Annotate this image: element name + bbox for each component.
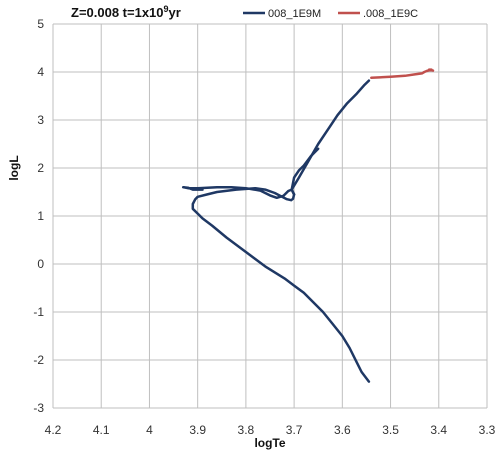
- y-axis-title: logL: [7, 155, 21, 180]
- x-tick-label: 3.7: [286, 423, 303, 437]
- y-tick-label: -1: [33, 305, 44, 319]
- legend-label: .008_1E9C: [363, 8, 418, 20]
- x-axis-title: logTe: [254, 436, 285, 450]
- series-line: [290, 147, 320, 196]
- y-tick-label: 0: [37, 257, 44, 271]
- x-tick-label: 3.8: [238, 423, 255, 437]
- chart-title-main: Z=0.008 t=1x10: [71, 5, 164, 20]
- x-tick-label: 4.1: [93, 423, 110, 437]
- chart-title-suffix: yr: [169, 5, 181, 20]
- x-tick-label: 3.6: [334, 423, 351, 437]
- y-tick-label: 1: [37, 209, 44, 223]
- y-tick-label: 4: [37, 65, 44, 79]
- x-tick-label: 4: [146, 423, 153, 437]
- plot-area: 4.2 4.1 4 3.9 3.8 3.7 3.6 3.5 3.4 3.3 5 4 3 2 1 0 -1 -2 -3: [33, 17, 495, 437]
- y-tick-label: 3: [37, 113, 44, 127]
- y-tick-label: -3: [33, 401, 44, 415]
- x-tick-label: 3.9: [189, 423, 206, 437]
- x-tick-label: 3.4: [430, 423, 447, 437]
- series-line: [290, 79, 371, 191]
- y-tick-label: 5: [37, 17, 44, 31]
- chart-title: Z=0.008 t=1x109yr: [71, 4, 181, 20]
- legend-label: 008_1E9M: [268, 8, 321, 20]
- x-tick-label: 3.5: [382, 423, 399, 437]
- series-line: [181, 185, 371, 383]
- x-tick-label: 4.2: [45, 423, 62, 437]
- y-tick-label: 2: [37, 161, 44, 175]
- x-tick-label: 3.3: [479, 423, 496, 437]
- legend: 008_1E9M .008_1E9C: [243, 8, 418, 20]
- y-tick-label: -2: [33, 353, 44, 367]
- chart-title-superscript: 9: [164, 4, 169, 14]
- series-line: [370, 68, 435, 80]
